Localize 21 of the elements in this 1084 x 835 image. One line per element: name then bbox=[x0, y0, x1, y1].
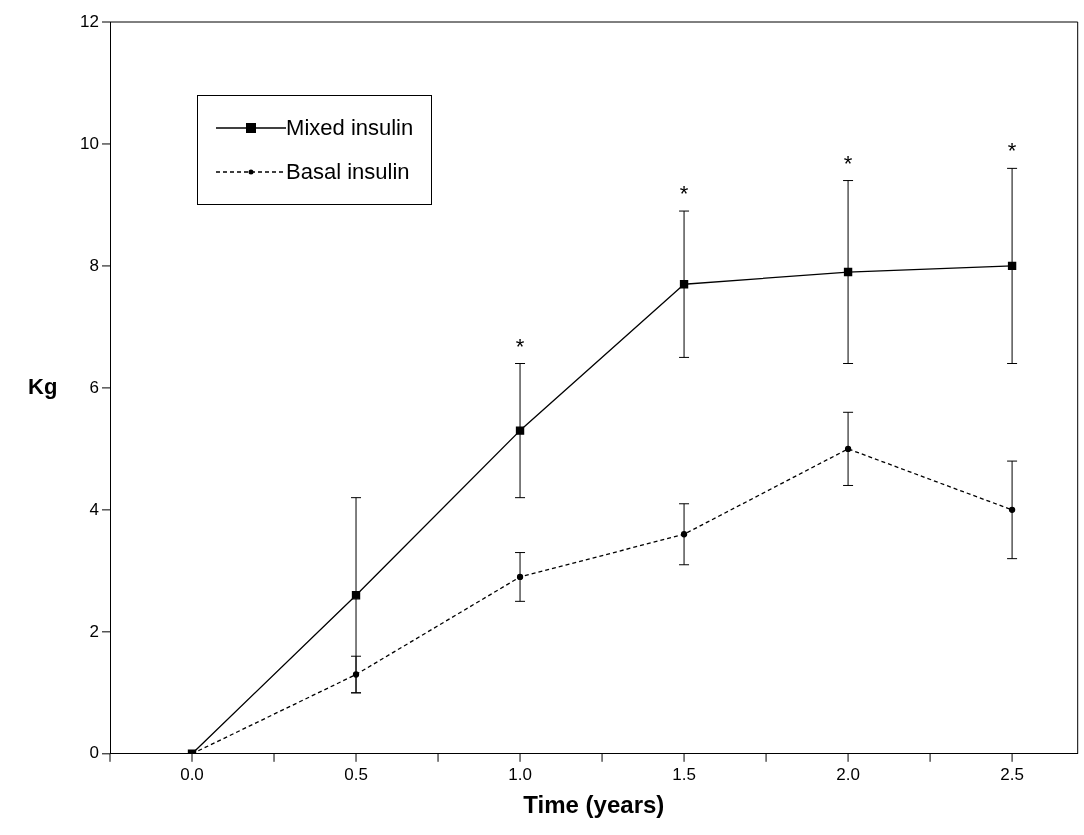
y-tick-label: 4 bbox=[89, 499, 99, 519]
x-axis-title: Time (years) bbox=[523, 791, 665, 819]
y-axis-title: Kg bbox=[28, 373, 58, 400]
legend-label: Mixed insulin bbox=[286, 115, 414, 142]
annotation: * bbox=[1007, 138, 1017, 164]
x-tick-label: 0.0 bbox=[180, 764, 204, 784]
annotation: * bbox=[515, 333, 525, 359]
x-tick-label: 0.5 bbox=[344, 764, 368, 784]
y-tick-label: 6 bbox=[89, 377, 99, 397]
x-tick-label: 1.5 bbox=[672, 764, 696, 784]
y-tick-label: 2 bbox=[89, 621, 99, 641]
legend-label: Basal insulin bbox=[286, 159, 410, 186]
annotation: * bbox=[679, 181, 689, 207]
y-tick-label: 0 bbox=[89, 743, 99, 763]
y-tick-label: 10 bbox=[80, 133, 99, 153]
annotation: * bbox=[843, 150, 853, 176]
x-tick-label: 1.0 bbox=[508, 764, 532, 784]
x-tick-label: 2.5 bbox=[1000, 764, 1024, 784]
x-tick-label: 2.0 bbox=[836, 764, 860, 784]
y-tick-label: 8 bbox=[89, 255, 99, 275]
y-tick-label: 12 bbox=[80, 11, 99, 31]
